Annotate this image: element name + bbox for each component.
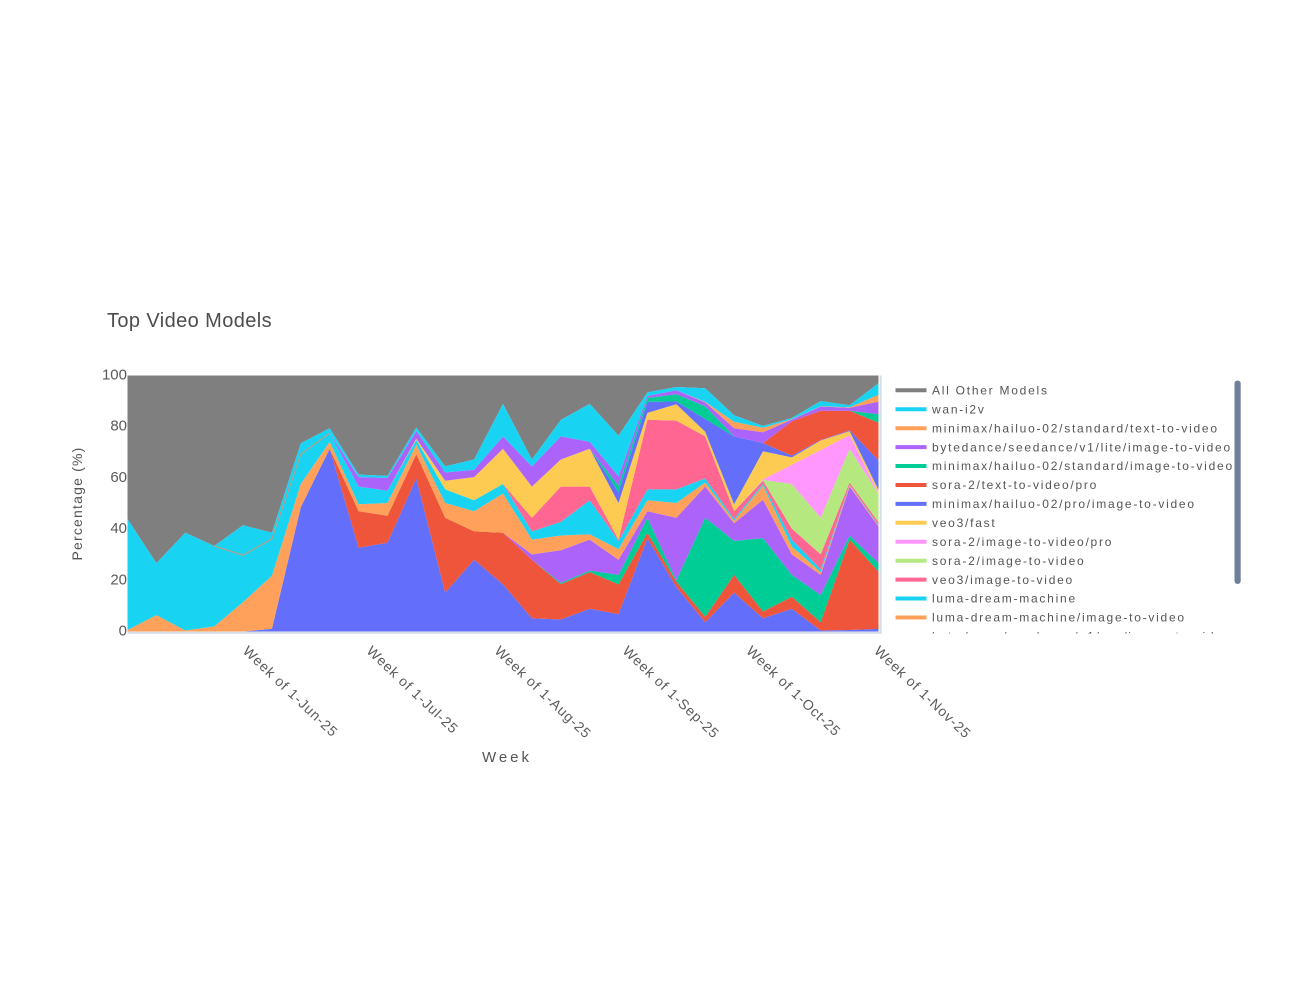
svg-text:100: 100 [102,367,127,384]
svg-text:Week: Week [482,749,532,766]
svg-text:0: 0 [119,623,127,640]
svg-text:luma-dream-machine/image-to-vi: luma-dream-machine/image-to-video [932,611,1186,625]
svg-text:bytedance/seedance/v1/lite/ima: bytedance/seedance/v1/lite/image-to-vide… [932,440,1232,454]
svg-text:wan-i2v: wan-i2v [931,402,986,416]
svg-text:Percentage (%): Percentage (%) [69,446,85,560]
svg-text:80: 80 [110,418,127,435]
svg-text:60: 60 [110,469,127,486]
svg-text:sora-2/text-to-video/pro: sora-2/text-to-video/pro [932,478,1098,492]
svg-text:Top Video Models: Top Video Models [107,310,272,332]
svg-text:minimax/hailuo-02/standard/tex: minimax/hailuo-02/standard/text-to-video [932,421,1219,435]
svg-text:veo3/image-to-video: veo3/image-to-video [932,573,1074,587]
svg-text:40: 40 [110,520,127,537]
svg-text:All Other Models: All Other Models [932,384,1049,398]
svg-text:sora-2/image-to-video/pro: sora-2/image-to-video/pro [932,535,1113,549]
svg-text:minimax/hailuo-02/pro/image-to: minimax/hailuo-02/pro/image-to-video [932,497,1196,511]
svg-text:bytedance/seedance/v1/pro/imag: bytedance/seedance/v1/pro/image-to-video [932,630,1232,644]
svg-text:20: 20 [110,571,127,588]
svg-text:minimax/hailuo-02/standard/ima: minimax/hailuo-02/standard/image-to-vide… [932,459,1234,473]
svg-text:luma-dream-machine: luma-dream-machine [932,592,1077,606]
svg-text:sora-2/image-to-video: sora-2/image-to-video [932,554,1085,568]
svg-text:veo3/fast: veo3/fast [932,516,996,530]
